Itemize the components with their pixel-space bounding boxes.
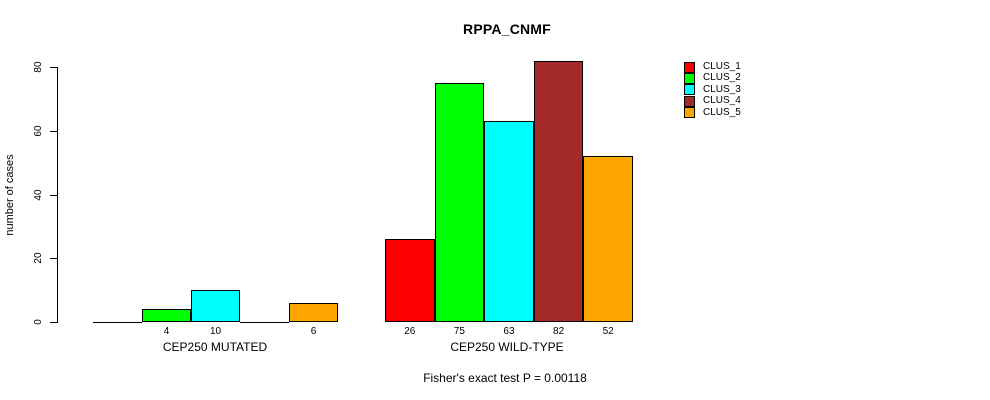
- y-axis-tick-label: 80: [33, 61, 44, 73]
- fisher-test-annotation: Fisher's exact test P = 0.00118: [423, 371, 587, 385]
- bar-value-label: 75: [453, 326, 465, 337]
- y-axis-tick-label: 20: [33, 252, 44, 264]
- bar-clus-4-cep250-wild-type: [533, 61, 584, 322]
- x-axis-group-label-mutated: CEP250 MUTATED: [162, 340, 268, 354]
- bar-value-label: 26: [404, 326, 416, 337]
- y-axis-tick-label: 40: [33, 189, 44, 201]
- bar-clus-3-cep250-wild-type: [484, 121, 534, 322]
- bar-clus-5-cep250-mutated: [289, 303, 338, 322]
- y-axis-tick: [50, 258, 57, 259]
- x-axis-group-label-wild-type: CEP250 WILD-TYPE: [450, 340, 564, 354]
- bar-value-label: 10: [209, 326, 222, 337]
- legend-item-label: CLUS_1: [703, 61, 741, 72]
- bar-value-label: 63: [503, 326, 515, 337]
- bar-clus-3-cep250-mutated: [191, 290, 240, 322]
- bar-clus-2-cep250-wild-type: [434, 83, 485, 322]
- y-axis-tick: [50, 322, 57, 323]
- bar-value-label: 82: [553, 326, 565, 337]
- y-axis-line: [57, 67, 58, 323]
- bar-clus-5-cep250-wild-type: [583, 156, 633, 322]
- chart-title: RPPA_CNMF: [463, 21, 551, 37]
- legend-item-label: CLUS_4: [703, 95, 741, 107]
- bar-clus-1-cep250-mutated: [93, 322, 142, 323]
- y-axis-tick: [50, 67, 57, 68]
- y-axis-tick-label: 0: [33, 319, 44, 325]
- y-axis-tick-label: 60: [33, 125, 44, 137]
- legend-item-label: CLUS_5: [703, 106, 741, 118]
- legend-item-label: CLUS_2: [703, 72, 741, 84]
- bar-clus-1-cep250-wild-type: [385, 239, 435, 322]
- bar-clus-2-cep250-mutated: [142, 309, 191, 322]
- legend-swatch: [684, 61, 695, 73]
- bar-value-label: 4: [163, 326, 170, 337]
- bar-value-label: 52: [602, 326, 614, 337]
- legend-swatch: [684, 95, 695, 107]
- legend-swatch: [684, 72, 695, 84]
- y-axis-tick: [50, 195, 57, 196]
- legend-swatch: [684, 107, 695, 119]
- bar-value-label: 6: [310, 326, 317, 337]
- bar-clus-4-cep250-mutated: [240, 322, 289, 323]
- y-axis-tick: [50, 131, 57, 132]
- legend-item-label: CLUS_3: [703, 83, 741, 95]
- legend-swatch: [684, 84, 695, 96]
